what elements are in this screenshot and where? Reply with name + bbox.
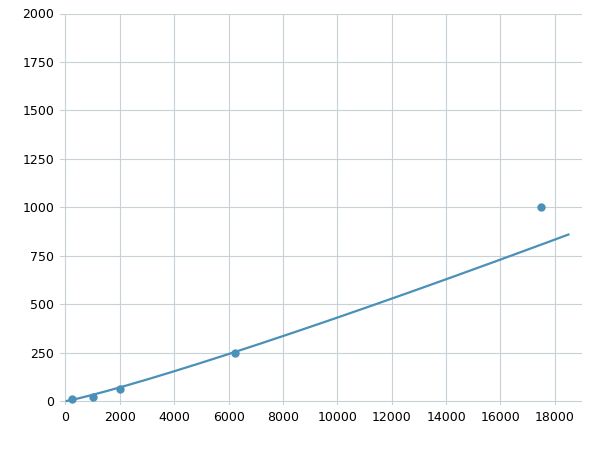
Point	[230, 349, 240, 356]
Point	[115, 385, 125, 392]
Point	[88, 394, 97, 401]
Point	[67, 396, 77, 403]
Point	[536, 204, 546, 211]
